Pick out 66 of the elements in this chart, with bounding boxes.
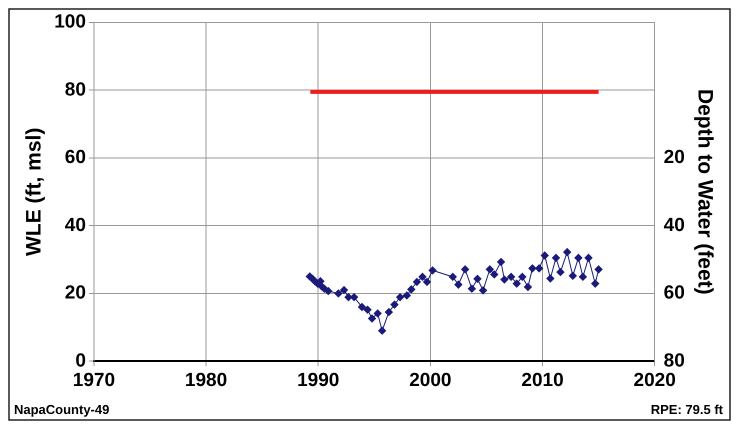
- point: [390, 300, 398, 309]
- point: [340, 286, 348, 294]
- y-tick-label: 80: [64, 79, 86, 100]
- point: [448, 272, 457, 281]
- x-tick-label: 1980: [184, 370, 228, 391]
- point: [358, 302, 366, 311]
- y-axis-title: WLE (ft, msl): [22, 128, 46, 256]
- point: [412, 278, 421, 286]
- x-tick-label: 2020: [634, 370, 676, 391]
- point: [350, 293, 358, 302]
- point: [584, 254, 592, 262]
- point: [591, 280, 600, 288]
- point: [563, 248, 572, 256]
- point: [500, 276, 508, 284]
- y2-axis-title: Depth to Water (feet): [694, 88, 717, 295]
- point: [473, 274, 482, 283]
- x-tick-label: 2010: [521, 370, 564, 391]
- point: [368, 314, 376, 323]
- point: [528, 264, 536, 272]
- point: [374, 309, 382, 318]
- y-tick-label: 60: [64, 147, 86, 168]
- text: NapaCounty-49: [14, 402, 110, 418]
- point: [364, 306, 372, 314]
- point: [428, 266, 437, 274]
- point: [535, 264, 544, 272]
- point: [490, 270, 498, 278]
- y2-tick-label: 60: [664, 282, 685, 304]
- point: [334, 289, 342, 298]
- point: [396, 293, 404, 302]
- point: [578, 272, 587, 281]
- point: [402, 291, 411, 300]
- y2-tick-label: 40: [664, 214, 685, 236]
- point: [479, 286, 488, 294]
- point: [497, 258, 506, 266]
- point: [546, 274, 554, 283]
- point: [512, 280, 521, 288]
- point: [461, 265, 470, 274]
- point: [518, 272, 526, 281]
- y-tick-label: 100: [54, 12, 86, 33]
- y2-tick-label: 20: [664, 147, 685, 168]
- y-tick-label: 40: [64, 214, 86, 236]
- point: [524, 283, 532, 292]
- point: [574, 254, 582, 262]
- y2-tick-label: 80: [664, 350, 685, 372]
- point: [384, 308, 393, 316]
- point: [507, 272, 516, 281]
- x-tick-label: 1990: [297, 370, 340, 391]
- point: [378, 326, 386, 335]
- point: [556, 268, 564, 276]
- y-tick-label: 0: [75, 350, 86, 372]
- point: [540, 251, 549, 260]
- point: [324, 287, 332, 296]
- point: [344, 293, 352, 302]
- x-tick-label: 2000: [409, 370, 452, 391]
- y-tick-label: 20: [64, 282, 86, 304]
- point: [568, 272, 577, 280]
- point: [552, 254, 560, 262]
- point: [407, 285, 416, 294]
- point: [486, 265, 494, 274]
- text: RPE: 79.5 ft: [650, 402, 724, 418]
- point: [422, 278, 431, 286]
- point: [454, 280, 462, 289]
- point: [468, 284, 476, 293]
- x-tick-label: 1970: [72, 370, 116, 391]
- point: [418, 272, 427, 281]
- point: [594, 265, 603, 274]
